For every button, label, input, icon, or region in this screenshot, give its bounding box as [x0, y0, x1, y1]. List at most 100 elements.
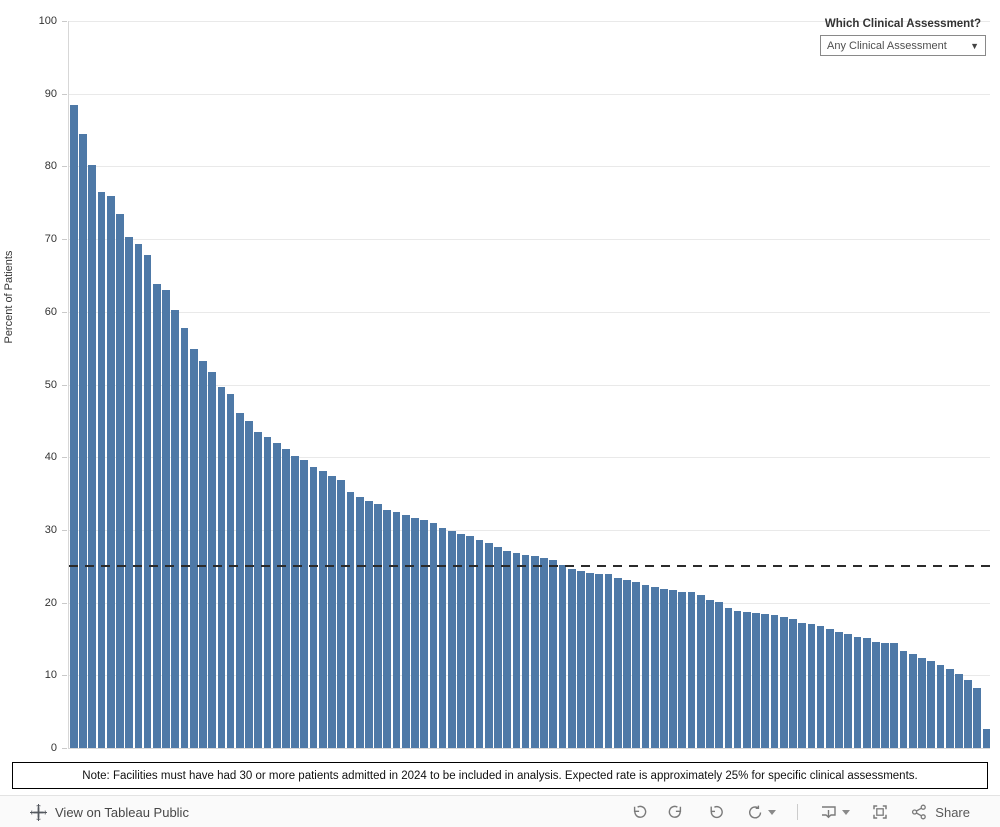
facility-bar[interactable]	[383, 510, 392, 748]
facility-bar[interactable]	[595, 573, 604, 748]
facility-bar[interactable]	[761, 613, 770, 748]
facility-bar[interactable]	[540, 558, 548, 748]
facility-bar[interactable]	[604, 574, 613, 748]
facility-bar[interactable]	[881, 642, 889, 748]
refresh-button[interactable]	[746, 803, 777, 821]
facility-bar[interactable]	[807, 623, 816, 748]
facility-bar[interactable]	[853, 636, 862, 748]
facility-bar[interactable]	[899, 650, 908, 748]
facility-bar[interactable]	[245, 420, 253, 748]
facility-bar[interactable]	[623, 580, 631, 748]
facility-bar[interactable]	[466, 536, 475, 748]
facility-bar[interactable]	[494, 546, 502, 748]
facility-bar[interactable]	[70, 105, 78, 748]
facility-bar[interactable]	[660, 588, 668, 748]
facility-bar[interactable]	[641, 585, 650, 748]
facility-bar[interactable]	[318, 471, 327, 748]
facility-bar[interactable]	[521, 554, 530, 748]
facility-bar[interactable]	[457, 533, 465, 748]
facility-bar[interactable]	[401, 515, 410, 748]
facility-bar[interactable]	[475, 540, 484, 748]
facility-bar[interactable]	[282, 449, 290, 748]
facility-bar[interactable]	[927, 660, 936, 748]
facility-bar[interactable]	[309, 467, 318, 748]
facility-bar[interactable]	[79, 133, 87, 748]
facility-bar[interactable]	[549, 560, 558, 748]
facility-bar[interactable]	[724, 608, 733, 748]
facility-bar[interactable]	[715, 601, 724, 748]
facility-bar[interactable]	[162, 290, 170, 748]
facility-bar[interactable]	[613, 577, 622, 748]
facility-bar[interactable]	[530, 556, 539, 748]
facility-bar[interactable]	[337, 479, 346, 748]
facility-bar[interactable]	[650, 587, 659, 748]
facility-bar[interactable]	[272, 443, 281, 748]
facility-bar[interactable]	[171, 309, 180, 748]
undo-button[interactable]	[629, 803, 647, 821]
facility-bar[interactable]	[429, 522, 438, 748]
facility-bar[interactable]	[420, 520, 429, 748]
facility-bar[interactable]	[88, 164, 97, 748]
facility-bar[interactable]	[125, 236, 134, 748]
facility-bar[interactable]	[512, 553, 521, 748]
facility-bar[interactable]	[696, 594, 705, 748]
facility-bar[interactable]	[374, 503, 382, 748]
facility-bar[interactable]	[291, 455, 299, 748]
facility-bar[interactable]	[945, 668, 954, 748]
share-button[interactable]: Share	[910, 803, 970, 821]
facility-bar[interactable]	[825, 628, 834, 748]
facility-bar[interactable]	[199, 361, 207, 748]
facility-bar[interactable]	[355, 497, 364, 748]
facility-bar[interactable]	[484, 543, 493, 748]
facility-bar[interactable]	[392, 511, 401, 748]
facility-bar[interactable]	[844, 633, 853, 748]
facility-bar[interactable]	[798, 622, 806, 748]
facility-bar[interactable]	[770, 614, 779, 748]
facility-bar[interactable]	[208, 372, 216, 748]
facility-bar[interactable]	[752, 612, 760, 748]
facility-bar[interactable]	[365, 500, 373, 748]
facility-bar[interactable]	[862, 638, 871, 748]
facility-bar[interactable]	[567, 569, 576, 748]
facility-bar[interactable]	[955, 673, 963, 748]
download-button[interactable]	[819, 803, 851, 821]
fullscreen-button[interactable]	[871, 803, 889, 821]
facility-bar[interactable]	[835, 631, 843, 748]
facility-bar[interactable]	[106, 196, 115, 748]
view-on-tableau-public-link[interactable]: View on Tableau Public	[30, 803, 189, 821]
facility-bar[interactable]	[180, 327, 189, 748]
facility-bar[interactable]	[235, 412, 244, 748]
facility-bar[interactable]	[300, 460, 309, 748]
redo-button[interactable]	[668, 803, 686, 821]
facility-bar[interactable]	[189, 348, 198, 748]
reset-button[interactable]	[707, 803, 725, 821]
assessment-dropdown[interactable]: Any Clinical Assessment ▼	[820, 35, 986, 56]
facility-bar[interactable]	[577, 571, 585, 748]
facility-bar[interactable]	[328, 476, 336, 748]
facility-bar[interactable]	[411, 517, 419, 748]
facility-bar[interactable]	[982, 729, 991, 748]
facility-bar[interactable]	[918, 657, 926, 748]
facility-bar[interactable]	[558, 564, 567, 748]
facility-bar[interactable]	[816, 625, 825, 748]
facility-bar[interactable]	[217, 386, 226, 748]
facility-bar[interactable]	[669, 590, 677, 748]
facility-bar[interactable]	[687, 592, 696, 748]
facility-bar[interactable]	[152, 284, 161, 748]
facility-bar[interactable]	[226, 393, 235, 748]
facility-bar[interactable]	[438, 527, 447, 748]
facility-bar[interactable]	[964, 679, 972, 748]
facility-bar[interactable]	[678, 591, 687, 748]
facility-bar[interactable]	[134, 244, 143, 748]
facility-bar[interactable]	[789, 619, 797, 748]
facility-bar[interactable]	[936, 665, 945, 748]
facility-bar[interactable]	[742, 612, 751, 748]
facility-bar[interactable]	[346, 492, 355, 748]
facility-bar[interactable]	[254, 432, 263, 748]
facility-bar[interactable]	[143, 255, 152, 748]
facility-bar[interactable]	[733, 610, 742, 748]
facility-bar[interactable]	[973, 687, 982, 748]
facility-bar[interactable]	[447, 530, 456, 748]
facility-bar[interactable]	[97, 191, 106, 748]
facility-bar[interactable]	[116, 214, 124, 748]
